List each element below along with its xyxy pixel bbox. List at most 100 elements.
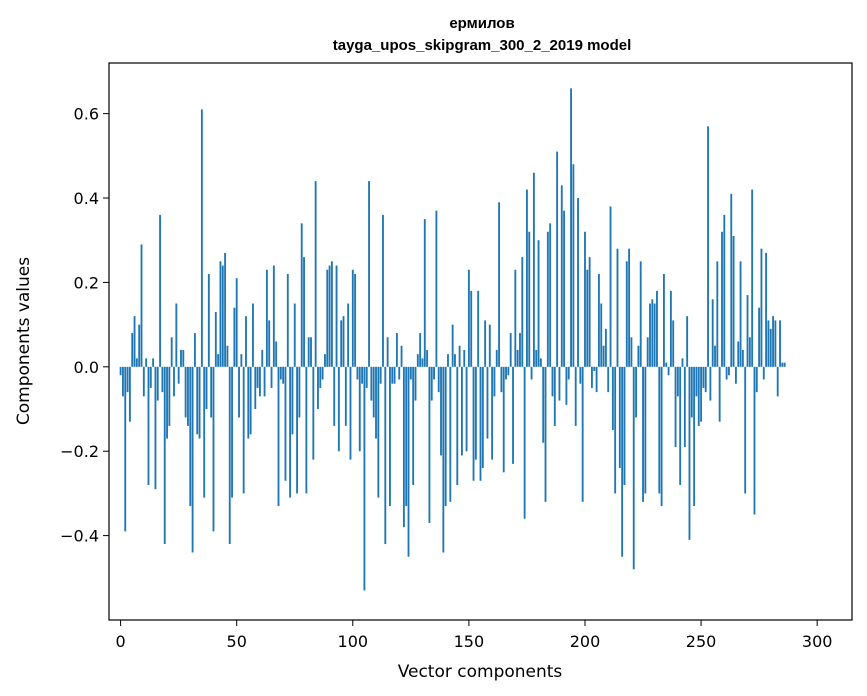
y-tick-label: −0.2 <box>60 442 99 461</box>
bar <box>361 366 364 384</box>
bar <box>135 358 138 367</box>
bar <box>570 88 572 367</box>
bar <box>303 257 305 367</box>
bar <box>725 366 728 380</box>
bar <box>238 366 240 418</box>
bar <box>737 341 740 367</box>
bar <box>651 299 654 367</box>
bar <box>409 366 412 380</box>
bar <box>393 366 396 384</box>
bar <box>477 290 480 367</box>
bar <box>704 366 707 393</box>
bar <box>405 366 408 507</box>
bar <box>154 366 157 490</box>
bar <box>440 366 442 456</box>
x-tick-label: 300 <box>802 632 833 651</box>
bar <box>319 366 322 388</box>
bar <box>386 337 389 367</box>
bar <box>762 366 765 380</box>
bar <box>746 295 749 367</box>
y-tick-label: 0.6 <box>74 105 99 124</box>
bar <box>472 366 475 481</box>
bar <box>128 366 131 422</box>
y-tick-label: 0.0 <box>74 358 99 377</box>
x-tick-label: 150 <box>454 632 485 651</box>
bar <box>783 362 786 367</box>
y-axis-label: Components values <box>14 257 34 425</box>
bar <box>391 366 394 384</box>
bar <box>611 366 614 431</box>
bar <box>728 366 730 376</box>
bar <box>553 366 556 426</box>
bar <box>565 366 568 405</box>
bar <box>198 366 201 439</box>
bar <box>769 328 772 367</box>
bar <box>572 164 575 367</box>
bar <box>493 366 496 397</box>
bar <box>567 366 570 380</box>
bar <box>242 366 245 494</box>
bar <box>653 303 656 367</box>
bar <box>730 193 733 367</box>
bar <box>149 366 152 388</box>
bar <box>382 214 384 367</box>
bar <box>602 345 605 367</box>
bar <box>551 366 554 397</box>
bar <box>377 366 380 498</box>
bar <box>235 278 238 367</box>
bar <box>609 206 612 367</box>
bar <box>672 320 675 367</box>
bar <box>616 248 619 367</box>
bar <box>639 261 642 367</box>
bar <box>231 366 233 498</box>
bar <box>676 366 679 397</box>
bar <box>509 333 512 367</box>
bar <box>688 366 691 540</box>
bar <box>324 354 326 367</box>
bar <box>734 366 737 384</box>
bar <box>581 366 584 502</box>
bar <box>442 366 445 553</box>
bar <box>159 214 162 367</box>
x-axis-label: Vector components <box>398 662 563 682</box>
bar <box>656 290 658 367</box>
bar <box>296 366 298 494</box>
bar <box>635 366 637 418</box>
bar <box>300 223 303 367</box>
bar <box>516 349 519 367</box>
bar <box>384 366 387 545</box>
bar <box>646 337 649 367</box>
bar <box>279 366 282 380</box>
bar <box>168 366 171 426</box>
x-axis-ticks: 0 50 100 150 200 250 300 <box>116 620 833 651</box>
bar <box>644 366 647 494</box>
bar <box>142 366 145 397</box>
bar <box>261 349 264 367</box>
bar <box>491 366 494 460</box>
bar <box>340 320 343 367</box>
bar <box>217 354 220 367</box>
bar <box>119 366 122 376</box>
bar <box>597 273 600 367</box>
y-tick-label: 0.4 <box>74 189 99 208</box>
bar <box>663 273 665 367</box>
bar <box>667 366 670 376</box>
bar <box>317 366 319 410</box>
bar <box>124 366 127 532</box>
bar <box>546 231 549 367</box>
bar <box>507 366 510 376</box>
bar <box>505 366 507 380</box>
bar <box>433 366 435 380</box>
bar <box>258 366 261 397</box>
bar <box>744 366 747 494</box>
bar <box>395 333 398 367</box>
bar <box>454 354 456 367</box>
bar <box>180 349 182 367</box>
bar <box>435 210 438 367</box>
bar <box>465 366 468 452</box>
bar <box>365 366 368 388</box>
bar <box>321 366 324 380</box>
bar <box>702 366 705 388</box>
bar <box>467 269 470 367</box>
bar <box>781 362 784 367</box>
